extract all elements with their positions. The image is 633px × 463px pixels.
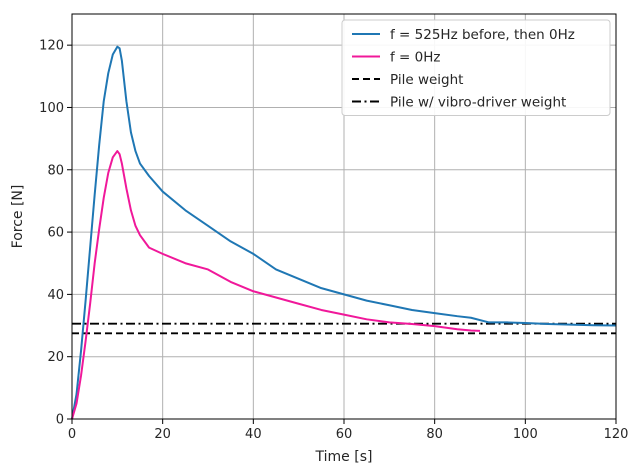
series-lines — [71, 45, 617, 420]
series-line-1 — [71, 150, 481, 420]
x-tick-label: 80 — [426, 427, 443, 442]
y-tick-label: 0 — [56, 413, 64, 428]
y-tick-label: 100 — [39, 101, 64, 116]
legend: f = 525Hz before, then 0Hz f = 0Hz Pile we… — [341, 19, 611, 116]
legend-label-1: f = 0Hz — [390, 50, 440, 66]
series-line-0 — [71, 45, 617, 420]
x-tick-label: 60 — [336, 427, 353, 442]
legend-box — [341, 19, 611, 116]
y-tick-label: 80 — [47, 163, 64, 178]
x-tick-label: 0 — [68, 427, 76, 442]
x-axis-label: Time [s] — [315, 449, 373, 463]
x-tick-label: 20 — [154, 427, 171, 442]
x-tick-label: 100 — [513, 427, 538, 442]
x-tick-label: 40 — [245, 427, 262, 442]
y-axis-label: Force [N] — [10, 185, 26, 249]
y-tick-label: 60 — [47, 226, 64, 241]
y-tick-label: 120 — [39, 39, 64, 54]
y-tick-label: 20 — [47, 350, 64, 365]
axis-ticks: 0 20 40 60 80 100 120 0 20 40 60 80 100 120 — [39, 39, 628, 442]
y-tick-label: 40 — [47, 288, 64, 303]
legend-label-3: Pile w/ vibro-driver weight — [390, 95, 566, 111]
legend-label-0: f = 525Hz before, then 0Hz — [390, 27, 575, 43]
legend-label-2: Pile weight — [390, 72, 463, 88]
x-tick-label: 120 — [604, 427, 629, 442]
